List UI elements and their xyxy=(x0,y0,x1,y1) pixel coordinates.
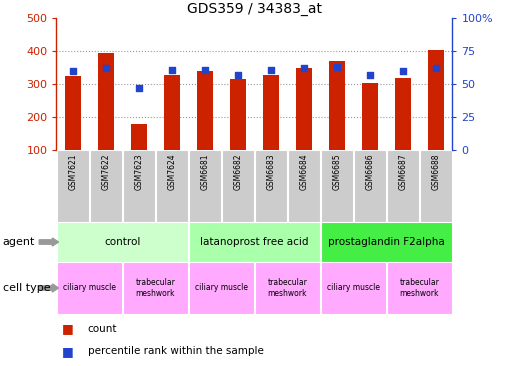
Bar xyxy=(295,68,312,150)
Bar xyxy=(189,150,221,222)
Bar xyxy=(255,262,320,314)
Text: count: count xyxy=(88,324,117,333)
Bar xyxy=(230,79,246,150)
Text: GSM6682: GSM6682 xyxy=(233,154,243,190)
Point xyxy=(431,66,440,71)
Text: GSM6688: GSM6688 xyxy=(431,154,440,190)
Bar xyxy=(131,124,147,150)
Point xyxy=(366,72,374,78)
Text: ■: ■ xyxy=(62,322,73,335)
Text: agent: agent xyxy=(3,237,35,247)
Text: GSM7621: GSM7621 xyxy=(69,154,77,190)
Text: GSM7622: GSM7622 xyxy=(101,154,110,190)
Text: ■: ■ xyxy=(62,345,73,358)
Bar xyxy=(386,150,419,222)
Text: GSM7623: GSM7623 xyxy=(134,154,143,190)
Point xyxy=(399,68,407,74)
Point xyxy=(201,67,209,72)
Bar xyxy=(420,150,452,222)
Text: GSM7624: GSM7624 xyxy=(167,154,176,190)
Bar xyxy=(197,71,213,150)
Bar xyxy=(164,75,180,150)
Text: trabecular
meshwork: trabecular meshwork xyxy=(267,278,308,298)
Point xyxy=(333,64,341,70)
Bar xyxy=(222,150,254,222)
Bar xyxy=(189,222,320,262)
Point xyxy=(234,72,242,78)
Text: control: control xyxy=(104,237,141,247)
Text: ciliary muscle: ciliary muscle xyxy=(327,284,380,292)
Text: trabecular
meshwork: trabecular meshwork xyxy=(135,278,175,298)
Bar xyxy=(263,75,279,150)
Bar xyxy=(255,150,287,222)
Bar xyxy=(90,150,122,222)
Point xyxy=(168,67,176,72)
Bar xyxy=(328,61,345,150)
Text: GSM6684: GSM6684 xyxy=(300,154,309,190)
Text: GSM6681: GSM6681 xyxy=(200,154,209,190)
Bar xyxy=(156,150,188,222)
Text: percentile rank within the sample: percentile rank within the sample xyxy=(88,347,264,356)
Point xyxy=(135,85,143,91)
Bar xyxy=(288,150,320,222)
Point xyxy=(69,68,77,74)
Text: GSM6686: GSM6686 xyxy=(366,154,374,190)
Bar xyxy=(362,82,378,150)
Bar xyxy=(65,76,81,150)
Text: ciliary muscle: ciliary muscle xyxy=(63,284,116,292)
Point xyxy=(267,67,275,72)
Bar xyxy=(123,150,155,222)
Bar xyxy=(57,150,89,222)
Bar xyxy=(386,262,452,314)
Text: prostaglandin F2alpha: prostaglandin F2alpha xyxy=(328,237,445,247)
Bar xyxy=(189,262,254,314)
Text: cell type: cell type xyxy=(3,283,50,293)
Bar xyxy=(321,222,452,262)
Point xyxy=(102,66,110,71)
Bar xyxy=(57,262,122,314)
Text: GSM6683: GSM6683 xyxy=(266,154,276,190)
Bar xyxy=(98,53,114,150)
Bar xyxy=(321,150,353,222)
Bar xyxy=(428,50,444,150)
Bar xyxy=(123,262,188,314)
Text: ciliary muscle: ciliary muscle xyxy=(195,284,248,292)
Text: GSM6687: GSM6687 xyxy=(399,154,407,190)
Text: latanoprost free acid: latanoprost free acid xyxy=(200,237,309,247)
Text: trabecular
meshwork: trabecular meshwork xyxy=(400,278,439,298)
Title: GDS359 / 34383_at: GDS359 / 34383_at xyxy=(187,2,322,16)
Text: GSM6685: GSM6685 xyxy=(333,154,342,190)
Bar xyxy=(354,150,386,222)
Bar xyxy=(395,78,411,150)
Bar xyxy=(57,222,188,262)
Point xyxy=(300,66,308,71)
Bar xyxy=(321,262,386,314)
